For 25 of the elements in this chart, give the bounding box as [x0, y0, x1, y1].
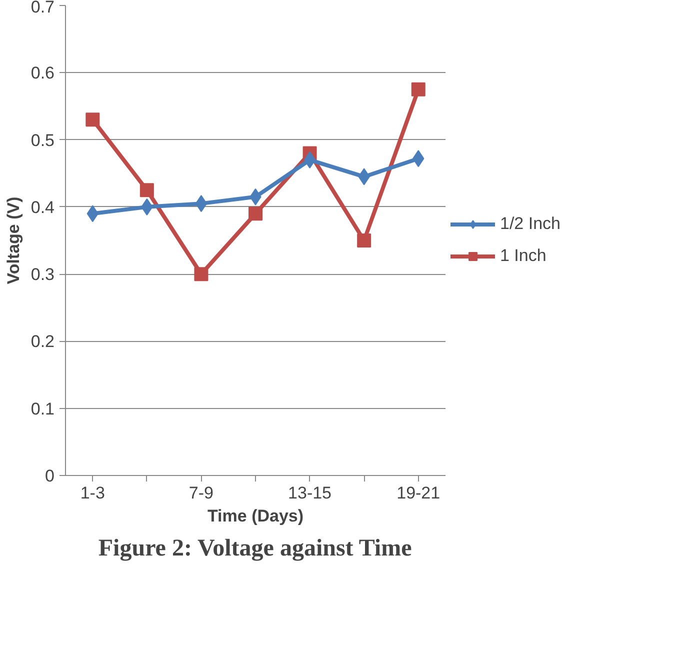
y-axis-title: Voltage (V) — [4, 196, 23, 284]
point — [194, 267, 208, 282]
x-axis-title: Time (Days) — [207, 506, 304, 526]
y-tick-label: 0.1 — [30, 399, 55, 418]
y-tick-label: 0.7 — [30, 0, 55, 16]
y-tick-label: 0.4 — [30, 198, 55, 217]
point — [357, 234, 372, 248]
text: Figure 2: Voltage against Time — [98, 536, 412, 562]
y-tick-label: 0.5 — [30, 130, 55, 150]
point — [248, 206, 262, 221]
x-tick-label: 19-21 — [396, 484, 440, 502]
legend-label: 1 Inch — [500, 246, 546, 266]
y-tick-label: 0.6 — [30, 64, 55, 83]
point — [86, 112, 100, 127]
point — [304, 151, 316, 168]
y-tick-label: 0.2 — [30, 332, 55, 352]
y-tick-label: 0.3 — [30, 265, 55, 284]
point — [195, 195, 208, 212]
point — [140, 183, 154, 198]
x-tick-label: 7-9 — [188, 484, 214, 502]
x-tick-label: 1-3 — [80, 484, 105, 502]
point — [411, 82, 426, 96]
x-tick-label: 13-15 — [288, 484, 332, 502]
legend-label: 1/2 Inch — [500, 214, 560, 234]
y-tick-label: 0 — [45, 466, 55, 486]
